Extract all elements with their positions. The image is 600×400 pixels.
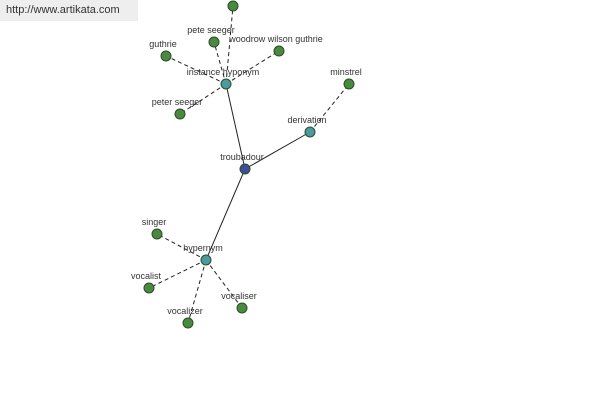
edge bbox=[225, 83, 246, 170]
node-label: singer bbox=[142, 217, 167, 227]
node bbox=[227, 0, 239, 12]
edge bbox=[148, 259, 207, 289]
node bbox=[236, 302, 248, 314]
edge bbox=[187, 259, 207, 324]
edge bbox=[244, 131, 311, 170]
edge bbox=[156, 233, 207, 261]
edge bbox=[225, 50, 280, 85]
node-label: instance hyponym bbox=[187, 67, 260, 77]
node bbox=[343, 78, 355, 90]
node bbox=[174, 108, 186, 120]
node bbox=[143, 282, 155, 294]
edge bbox=[225, 5, 234, 85]
edge bbox=[179, 83, 227, 115]
node-label: guthrie bbox=[149, 39, 177, 49]
node-label: vocaliser bbox=[221, 291, 257, 301]
node-label: hypernym bbox=[183, 243, 223, 253]
node-label: vocalizer bbox=[167, 306, 203, 316]
edges bbox=[225, 0, 239, 85]
node bbox=[151, 228, 163, 240]
node-label: pete seeger bbox=[187, 25, 235, 35]
node bbox=[160, 50, 172, 62]
edge bbox=[213, 41, 227, 85]
edge bbox=[205, 259, 243, 309]
node-label: peter seeger bbox=[152, 97, 203, 107]
node bbox=[208, 36, 220, 48]
node-label: troubadour bbox=[220, 152, 264, 162]
node bbox=[273, 45, 285, 57]
edge bbox=[309, 83, 350, 133]
node bbox=[304, 126, 316, 138]
node bbox=[200, 254, 212, 266]
node bbox=[220, 78, 232, 90]
edge bbox=[205, 168, 246, 261]
node-label: derivation bbox=[287, 115, 326, 125]
node bbox=[239, 163, 251, 175]
node-label: minstrel bbox=[330, 67, 362, 77]
node bbox=[182, 317, 194, 329]
node-label: woodrow wilson guthrie bbox=[228, 34, 323, 44]
site-url[interactable]: http://www.artikata.com bbox=[0, 0, 138, 21]
node-label: vocalist bbox=[131, 271, 162, 281]
